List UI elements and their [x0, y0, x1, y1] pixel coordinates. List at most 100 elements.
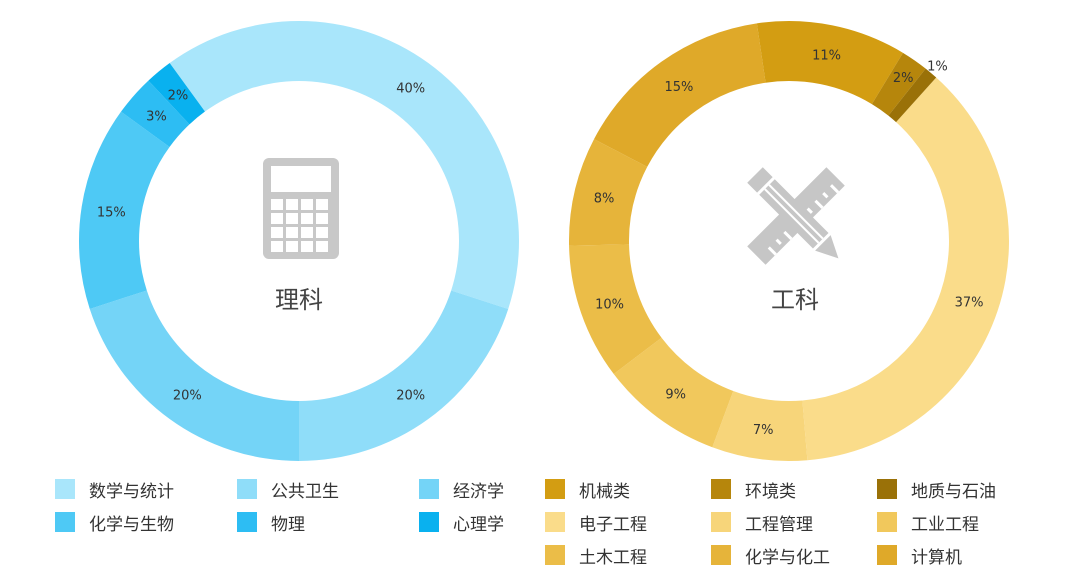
slice-percent-label: 8%: [594, 192, 615, 207]
slice-percent-label: 1%: [927, 59, 948, 74]
legend-item: 环境类: [711, 478, 796, 502]
science-donut-chart: 40% 20% 20% 15% 3%2%: [78, 20, 519, 461]
calculator-key: [271, 199, 283, 210]
calculator-key: [286, 241, 298, 252]
pie-slice: [569, 244, 662, 375]
legend-label: 机械类: [579, 481, 630, 502]
ruler-tick: [829, 184, 840, 194]
slice-percent-label: 20%: [396, 389, 425, 404]
legend-item: 土木工程: [545, 544, 647, 568]
slice-percent-label: 11%: [812, 49, 841, 64]
legend-label: 地质与石油: [911, 481, 996, 502]
legend-swatch: [545, 479, 565, 499]
legend-item: 公共卫生: [237, 478, 339, 502]
legend-item: 心理学: [419, 511, 504, 535]
legend-item: 化学与化工: [711, 544, 830, 568]
slice-percent-label: 15%: [664, 80, 693, 95]
legend-swatch: [711, 512, 731, 532]
slice-percent-label: 15%: [97, 205, 126, 220]
ruler-tick: [806, 207, 813, 214]
pencil-ruler-icon: [747, 167, 845, 265]
legend-swatch: [711, 545, 731, 565]
legend-item: 物理: [237, 511, 305, 535]
ruler-tick: [775, 238, 782, 245]
engineering-center-label: 工科: [771, 286, 819, 314]
calculator-key: [301, 227, 313, 238]
science-center-label: 理科: [275, 286, 323, 314]
pie-slice: [299, 290, 509, 461]
slice-percent-label: 3%: [146, 109, 167, 124]
pie-slice: [802, 77, 1009, 461]
slice-percent-label: 10%: [595, 297, 624, 312]
slice-percent-label: 7%: [753, 423, 774, 438]
ruler-tick: [822, 191, 829, 199]
legend-item: 工程管理: [711, 511, 813, 535]
legend-label: 数学与统计: [89, 481, 174, 502]
legend-item: 地质与石油: [877, 478, 996, 502]
calculator-key: [286, 199, 298, 210]
pie-slice: [888, 68, 937, 123]
slice-percent-label: 9%: [665, 388, 686, 403]
legend-swatch: [877, 512, 897, 532]
legend-swatch: [419, 512, 439, 532]
calculator-key: [316, 227, 328, 238]
legend-item: 工业工程: [877, 511, 979, 535]
legend-label: 化学与生物: [89, 514, 174, 535]
slice-percent-label: 2%: [893, 71, 914, 86]
calculator-key: [301, 199, 313, 210]
legend-swatch: [237, 479, 257, 499]
legend-item: 经济学: [419, 478, 504, 502]
pie-slice: [89, 290, 299, 461]
calculator-key: [271, 227, 283, 238]
legend-swatch: [419, 479, 439, 499]
legend-swatch: [877, 545, 897, 565]
pie-slice: [712, 390, 808, 461]
pie-slice: [613, 337, 734, 448]
pie-slice: [78, 111, 170, 309]
calculator-key: [286, 227, 298, 238]
legend-item: 数学与统计: [55, 478, 174, 502]
legend-label: 土木工程: [579, 547, 647, 568]
legend-label: 环境类: [745, 481, 796, 502]
pie-slice: [756, 21, 903, 105]
legend-swatch: [877, 479, 897, 499]
legend-label: 工业工程: [911, 514, 979, 535]
pie-slice: [871, 52, 926, 116]
legend-item: 计算机: [877, 544, 962, 568]
legend-label: 公共卫生: [271, 481, 339, 502]
legend-swatch: [237, 512, 257, 532]
ruler-tick: [767, 246, 777, 256]
calculator-key: [316, 199, 328, 210]
legend-label: 工程管理: [745, 514, 813, 535]
slice-percent-label: 2%: [168, 89, 189, 104]
engineering-donut-chart: 37% 7% 9% 10% 8% 15% 11% 2% 1%: [569, 21, 1009, 461]
pie-slice: [169, 20, 519, 309]
calculator-icon: [263, 158, 339, 259]
pie-slice: [594, 23, 766, 167]
legend-swatch: [55, 512, 75, 532]
calculator-key: [301, 213, 313, 224]
pie-slice: [569, 139, 648, 246]
calculator-key: [271, 213, 283, 224]
legend-swatch: [55, 479, 75, 499]
legend-item: 电子工程: [545, 511, 647, 535]
calculator-key: [271, 241, 283, 252]
legend-label: 计算机: [911, 547, 962, 568]
calculator-key: [316, 241, 328, 252]
legend-item: 化学与生物: [55, 511, 174, 535]
slice-percent-label: 37%: [955, 296, 984, 311]
legend-label: 物理: [271, 514, 305, 535]
legend-swatch: [545, 512, 565, 532]
legend-item: 机械类: [545, 478, 630, 502]
calculator-key: [316, 213, 328, 224]
ruler-tick: [814, 199, 824, 209]
legend-swatch: [711, 479, 731, 499]
ruler-tick: [783, 230, 793, 241]
legend-label: 心理学: [453, 514, 504, 535]
legend-swatch: [545, 545, 565, 565]
legend-label: 经济学: [453, 481, 504, 502]
slice-percent-label: 20%: [173, 389, 202, 404]
calculator-key: [286, 213, 298, 224]
legend-label: 化学与化工: [745, 547, 830, 568]
